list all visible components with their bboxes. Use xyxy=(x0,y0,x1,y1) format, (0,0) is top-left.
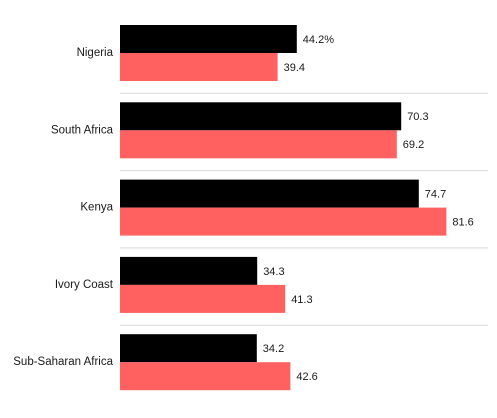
value-label-ivory-coast-series-2: 41.3 xyxy=(291,294,312,306)
category-separators xyxy=(120,92,488,326)
value-labels: 44.2% 39.4 70.3 69.2 74.7 81.6 34.3 41.3 34.2 42.… xyxy=(263,34,474,383)
bar-south-africa-series-2 xyxy=(120,130,397,159)
bar-kenya-series-2 xyxy=(120,207,447,236)
category-label-ivory-coast: Ivory Coast xyxy=(55,279,114,291)
bar-nigeria-series-1 xyxy=(120,25,297,53)
bar-ivory-coast-series-2 xyxy=(120,284,286,313)
bars-group xyxy=(120,25,447,391)
category-label-south-africa: South Africa xyxy=(51,124,114,136)
bar-nigeria-series-2 xyxy=(120,53,278,81)
bar-kenya-series-1 xyxy=(120,179,419,208)
value-label-kenya-series-2: 81.6 xyxy=(452,217,473,229)
category-label-kenya: Kenya xyxy=(80,202,113,214)
category-labels: Nigeria South Africa Kenya Ivory Coast Sub-S… xyxy=(13,47,114,368)
value-label-sub-saharan-africa-series-2: 42.6 xyxy=(296,371,317,383)
value-label-nigeria-series-2: 39.4 xyxy=(284,62,305,74)
value-label-kenya-series-1: 74.7 xyxy=(425,189,446,201)
value-label-ivory-coast-series-1: 34.3 xyxy=(263,266,284,278)
value-label-south-africa-series-2: 69.2 xyxy=(403,139,424,151)
category-label-sub-saharan-africa: Sub-Saharan Africa xyxy=(13,356,113,368)
value-label-south-africa-series-1: 70.3 xyxy=(407,111,428,123)
value-label-sub-saharan-africa-series-1: 34.2 xyxy=(263,343,284,355)
bar-south-africa-series-1 xyxy=(120,102,402,131)
bar-ivory-coast-series-1 xyxy=(120,256,258,285)
bar-sub-saharan-africa-series-2 xyxy=(120,362,291,391)
value-label-nigeria-series-1: 44.2% xyxy=(303,34,334,46)
bar-sub-saharan-africa-series-1 xyxy=(120,334,257,363)
category-label-nigeria: Nigeria xyxy=(77,47,114,59)
